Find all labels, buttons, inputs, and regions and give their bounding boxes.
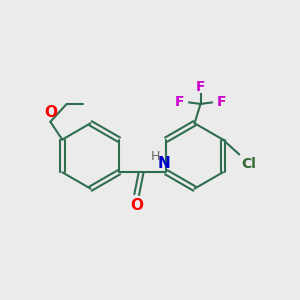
Text: O: O xyxy=(44,105,57,120)
Text: H: H xyxy=(150,150,160,164)
Text: Cl: Cl xyxy=(242,158,256,171)
Text: N: N xyxy=(158,156,170,171)
Text: F: F xyxy=(175,95,184,110)
Text: O: O xyxy=(130,198,143,213)
Text: F: F xyxy=(217,95,226,110)
Text: F: F xyxy=(196,80,205,94)
